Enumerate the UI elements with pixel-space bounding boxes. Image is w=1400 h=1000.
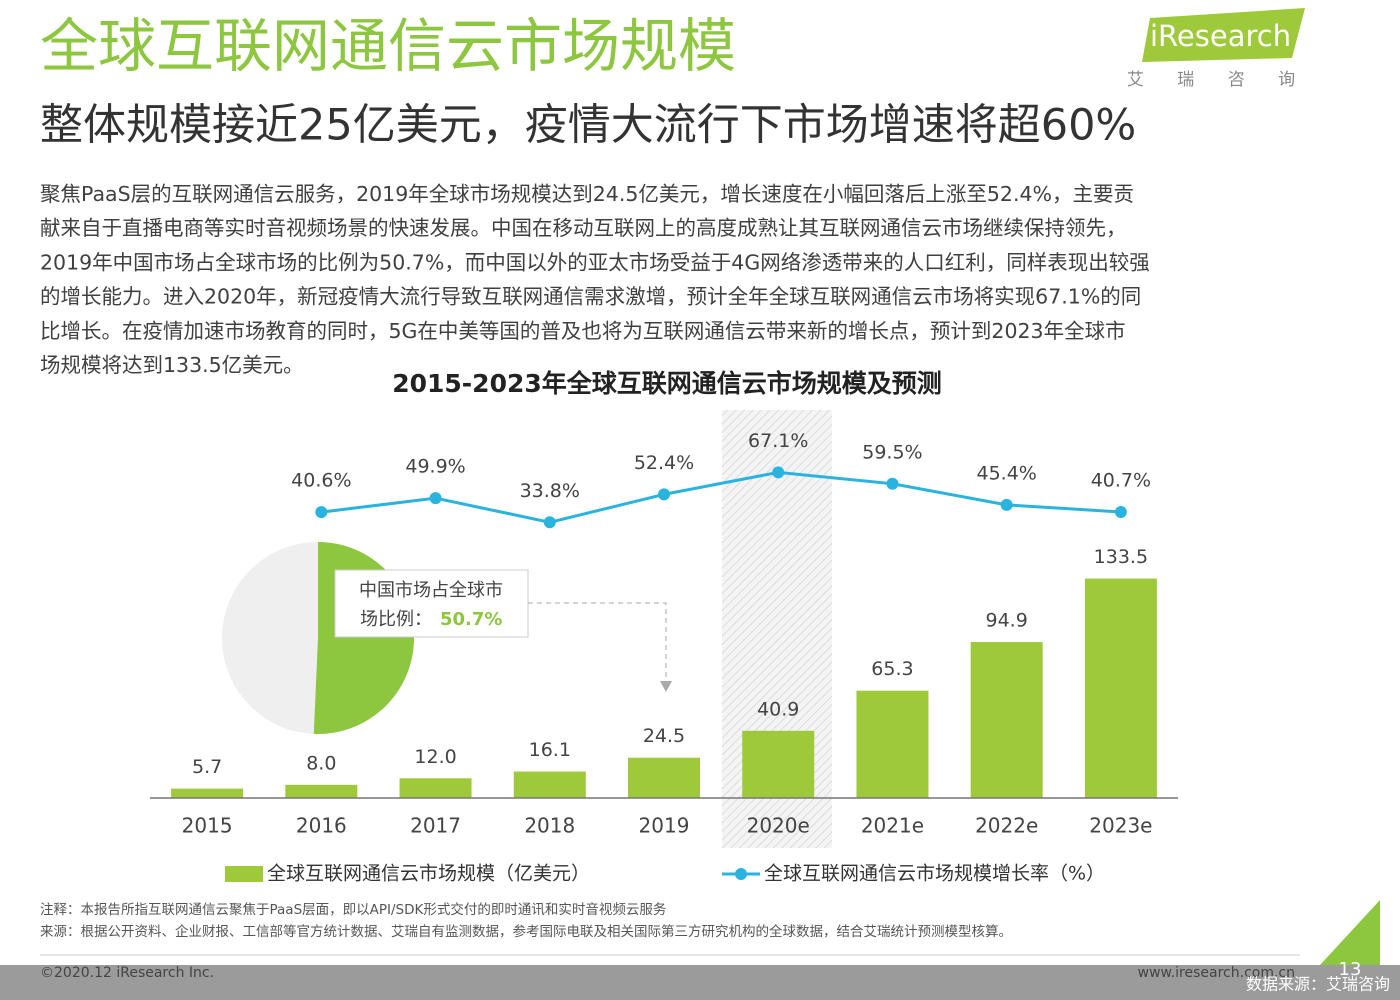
line-label: 67.1% [748, 430, 808, 452]
logo-cn: 艾 瑞 咨 询 [1127, 70, 1309, 90]
bar [970, 642, 1043, 798]
bar-label: 12.0 [414, 746, 456, 768]
line-point [886, 477, 899, 490]
line-label: 52.4% [634, 452, 694, 474]
bar-label: 133.5 [1094, 546, 1148, 568]
bar-label: 65.3 [871, 658, 913, 680]
logo: iResearch [1150, 19, 1291, 53]
body-line: 比增长。在疫情加速市场教育的同时，5G在中美等国的普及也将为互联网通信云带来新的… [40, 319, 1126, 343]
line-point [543, 516, 556, 529]
x-tick-label: 2020e [747, 814, 810, 838]
page-subtitle: 整体规模接近25亿美元，疫情大流行下市场增速将超60% [40, 101, 1136, 151]
bar [742, 730, 815, 798]
notes: 注释：本报告所指互联网通信云聚焦于PaaS层面，即以API/SDK形式交付的即时… [40, 901, 1012, 940]
line-label: 45.4% [976, 462, 1036, 484]
pie-annotation: 中国市场占全球市 [359, 580, 503, 601]
arrow-head [660, 681, 672, 692]
x-tick-label: 2016 [296, 814, 347, 838]
body-text: 聚焦PaaS层的互联网通信云服务，2019年全球市场规模达到24.5亿美元，增长… [40, 182, 1150, 377]
note: 来源：根据公开资料、企业财报、工信部等官方统计数据、艾瑞自有监测数据，参考国际电… [40, 923, 1012, 940]
legend-swatch [735, 868, 747, 880]
line-point [315, 506, 328, 519]
x-tick-label: 2017 [410, 814, 461, 838]
bar [399, 778, 472, 798]
x-tick-label: 2015 [182, 814, 233, 838]
pie-annotation: 场比例： [360, 609, 432, 630]
x-tick-label: 2022e [975, 814, 1038, 838]
line-point [1114, 505, 1127, 518]
line-label: 33.8% [520, 480, 580, 502]
page-title: 全球互联网通信云市场规模 [40, 12, 736, 80]
bar-label: 16.1 [529, 739, 571, 761]
line-point [1000, 498, 1013, 511]
copyright: ©2020.12 iResearch Inc. [40, 965, 214, 981]
logo-badge [1142, 8, 1305, 62]
bar [1084, 578, 1157, 798]
body-line: 2019年中国市场占全球市场的比例为50.7%，而中国以外的亚太市场受益于4G网… [40, 250, 1150, 274]
bar-label: 8.0 [306, 752, 336, 774]
line-label: 40.6% [291, 470, 351, 492]
legend-label: 全球互联网通信云市场规模增长率（%） [764, 863, 1105, 885]
line-label: 49.9% [405, 456, 465, 478]
legend-label: 全球互联网通信云市场规模（亿美元） [267, 863, 590, 885]
line [321, 470, 1121, 524]
x-tick-label: 2021e [861, 814, 924, 838]
body-line: 聚焦PaaS层的互联网通信云服务，2019年全球市场规模达到24.5亿美元，增长… [40, 182, 1134, 206]
pie-value-label: 50.7% [440, 609, 502, 630]
body-line: 献来自于直播电商等实时音视频场景的快速发展。中国在移动互联网上的高度成熟让其互联… [40, 216, 1127, 240]
annotation-box [334, 569, 529, 638]
page-number: 13 [1339, 959, 1362, 980]
body-line: 场规模将达到133.5亿美元。 [40, 353, 304, 377]
watermark: 数据来源：艾瑞咨询 [1246, 975, 1390, 994]
line-point [772, 466, 785, 479]
bar-label: 40.9 [757, 698, 799, 720]
line-point [658, 488, 670, 501]
website: www.iresearch.com.cn [1138, 965, 1295, 981]
chart: 2015-2023年全球互联网通信云市场规模及预测 2015 2016 2017 201… [150, 369, 1178, 885]
line-point [429, 492, 442, 505]
annotation-arrow [528, 602, 667, 685]
bar-label: 94.9 [986, 610, 1028, 632]
bar [856, 690, 929, 798]
x-tick-label: 2023e [1089, 814, 1152, 838]
chart-title: 2015-2023年全球互联网通信云市场规模及预测 [392, 369, 942, 398]
corner-triangle [1320, 900, 1380, 965]
line-label: 40.7% [1091, 469, 1151, 491]
body-line: 的增长能力。进入2020年，新冠疫情大流行导致互联网通信需求激增，预计全年全球互… [40, 285, 1141, 309]
bar [285, 784, 358, 798]
bar [513, 771, 586, 798]
x-tick-label: 2018 [524, 814, 575, 838]
bar [628, 757, 700, 798]
note: 注释：本报告所指互联网通信云聚焦于PaaS层面，即以API/SDK形式交付的即时… [40, 901, 666, 918]
legend-swatch [225, 866, 263, 882]
bar [171, 788, 244, 798]
footer-bar [0, 965, 1400, 1000]
bar-label: 5.7 [192, 756, 222, 778]
x-tick-label: 2019 [639, 814, 690, 838]
bar-label: 24.5 [643, 725, 685, 747]
line-label: 59.5% [862, 441, 922, 463]
